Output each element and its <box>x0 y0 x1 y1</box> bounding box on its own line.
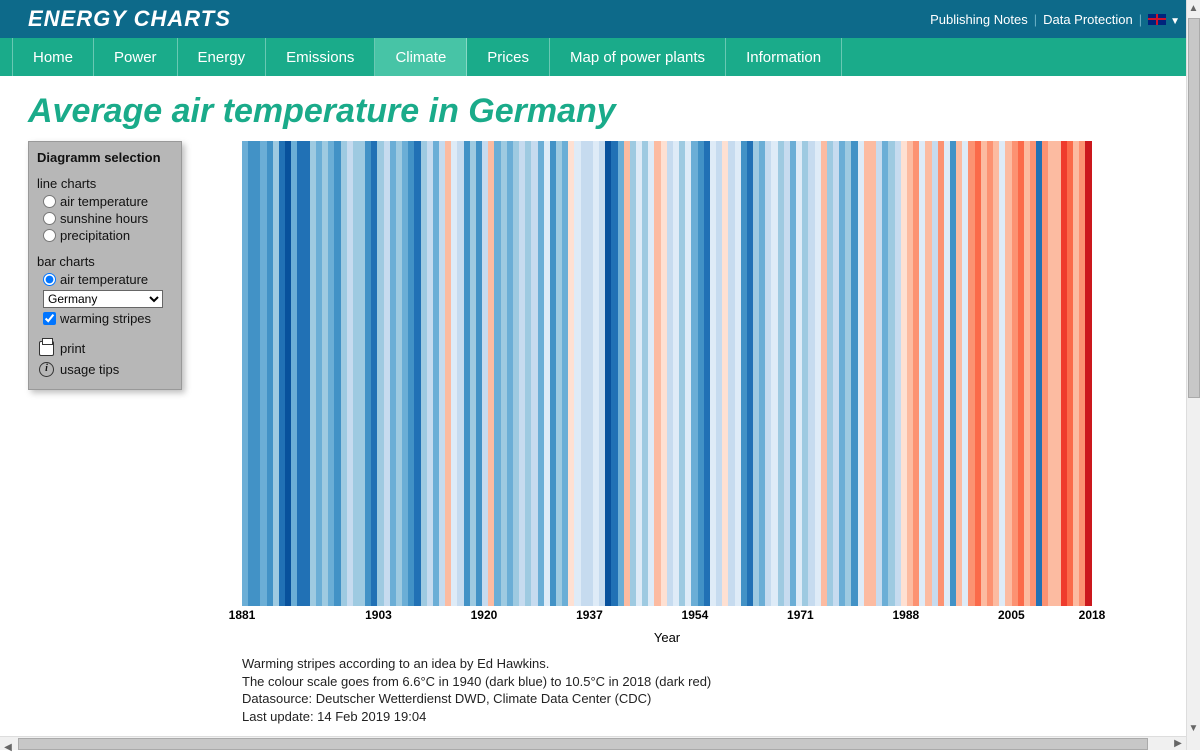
caption-line: Datasource: Deutscher Wetterdienst DWD, … <box>242 690 1092 708</box>
nav-climate[interactable]: Climate <box>375 38 467 76</box>
separator: | <box>1139 12 1142 27</box>
caption-line: Last update: 14 Feb 2019 19:04 <box>242 708 1092 726</box>
scroll-left-arrow[interactable]: ◀ <box>0 741 16 754</box>
radio-input[interactable] <box>43 212 56 225</box>
x-tick-label: 1988 <box>893 608 920 622</box>
line-charts-group: line charts air temperature sunshine hou… <box>37 176 173 244</box>
x-tick-label: 1937 <box>576 608 603 622</box>
link-publishing-notes[interactable]: Publishing Notes <box>930 12 1028 27</box>
x-tick-label: 1881 <box>229 608 256 622</box>
x-tick-label: 1971 <box>787 608 814 622</box>
uk-flag-icon <box>1148 14 1166 25</box>
x-tick-label: 2005 <box>998 608 1025 622</box>
x-axis-label: Year <box>242 630 1092 645</box>
warming-stripes-chart <box>242 141 1092 606</box>
scroll-thumb[interactable] <box>18 738 1148 750</box>
nav-power[interactable]: Power <box>94 38 178 76</box>
caption-line: The colour scale goes from 6.6°C in 1940… <box>242 673 1092 691</box>
link-data-protection[interactable]: Data Protection <box>1043 12 1133 27</box>
checkbox-input[interactable] <box>43 312 56 325</box>
stripe <box>1085 141 1091 606</box>
x-tick-label: 1954 <box>682 608 709 622</box>
group-title: bar charts <box>37 254 173 269</box>
radio-input[interactable] <box>43 273 56 286</box>
diagram-selection-panel: Diagramm selection line charts air tempe… <box>28 141 182 390</box>
bar-charts-group: bar charts air temperature Germany warmi… <box>37 254 173 327</box>
nav-home[interactable]: Home <box>12 38 94 76</box>
page-title: Average air temperature in Germany <box>28 92 1200 131</box>
horizontal-scrollbar[interactable]: ◀ ▶ <box>0 736 1186 750</box>
brand-logo: ENERGY CHARTS <box>28 6 231 32</box>
language-selector[interactable]: ▼ <box>1148 12 1180 27</box>
scroll-thumb[interactable] <box>1188 18 1200 398</box>
caption-line: Warming stripes according to an idea by … <box>242 655 1092 673</box>
main-nav: HomePowerEnergyEmissionsClimatePricesMap… <box>0 38 1200 76</box>
nav-information[interactable]: Information <box>726 38 842 76</box>
x-axis-ticks: 188119031920193719541971198820052018 <box>242 608 1092 626</box>
x-tick-label: 1920 <box>471 608 498 622</box>
print-button[interactable]: print <box>37 337 173 358</box>
region-select[interactable]: Germany <box>43 290 163 308</box>
radio-input[interactable] <box>43 195 56 208</box>
print-icon <box>39 341 54 356</box>
top-links: Publishing Notes | Data Protection | ▼ <box>930 12 1180 27</box>
nav-map-of-power-plants[interactable]: Map of power plants <box>550 38 726 76</box>
radio-precipitation[interactable]: precipitation <box>37 227 173 244</box>
checkbox-warming-stripes[interactable]: warming stripes <box>37 310 173 327</box>
chart-caption: Warming stripes according to an idea by … <box>242 655 1092 725</box>
vertical-scrollbar[interactable]: ▲ ▼ <box>1186 0 1200 750</box>
radio-air-temperature-bar[interactable]: air temperature <box>37 271 173 288</box>
x-tick-label: 1903 <box>365 608 392 622</box>
chart-area: 1881 1903 1920 1937 1954 1971 1988 2005 2018 Yea… <box>182 141 1200 725</box>
scroll-down-arrow[interactable]: ▼ <box>1187 720 1200 736</box>
topbar: ENERGY CHARTS Publishing Notes | Data Pr… <box>0 0 1200 38</box>
radio-air-temperature-line[interactable]: air temperature <box>37 193 173 210</box>
chevron-down-icon: ▼ <box>1170 16 1180 27</box>
radio-sunshine-hours[interactable]: sunshine hours <box>37 210 173 227</box>
panel-heading: Diagramm selection <box>37 150 173 166</box>
separator: | <box>1034 12 1037 27</box>
radio-input[interactable] <box>43 229 56 242</box>
info-icon: i <box>39 362 54 377</box>
nav-emissions[interactable]: Emissions <box>266 38 375 76</box>
x-tick-label: 2018 <box>1079 608 1106 622</box>
nav-energy[interactable]: Energy <box>178 38 267 76</box>
scroll-up-arrow[interactable]: ▲ <box>1187 0 1200 16</box>
usage-tips-button[interactable]: i usage tips <box>37 358 173 379</box>
nav-prices[interactable]: Prices <box>467 38 550 76</box>
group-title: line charts <box>37 176 173 191</box>
scroll-right-arrow[interactable]: ▶ <box>1170 737 1186 750</box>
